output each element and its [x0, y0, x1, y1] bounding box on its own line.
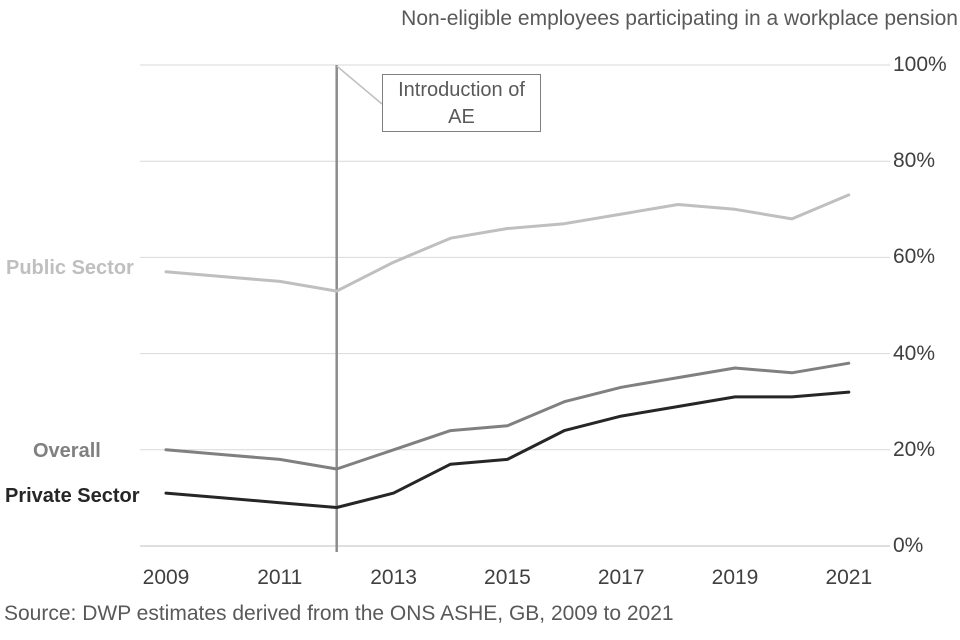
y-axis-tick-20: 20%: [893, 437, 936, 461]
gridlines: [140, 64, 890, 547]
x-axis-tick-2019: 2019: [711, 566, 759, 589]
x-axis-tick-2013: 2013: [370, 566, 417, 589]
y-axis-tick-0: 0%: [893, 534, 924, 557]
x-axis-tick-2021: 2021: [825, 566, 873, 589]
x-axis-tick-2017: 2017: [597, 566, 645, 589]
overall-line: [164, 361, 851, 471]
series-label-overall: Overall: [33, 440, 101, 462]
y-axis-tick-100: 100%: [893, 53, 947, 76]
annotation-text-line1: Introduction of: [398, 79, 525, 101]
annotation-leader-line: [336, 65, 383, 105]
y-axis-tick-80: 80%: [893, 149, 936, 173]
y-axis-tick-40: 40%: [893, 341, 936, 365]
annotation-text-line2: AE: [448, 106, 475, 128]
chart-title: Non-eligible employees participating in …: [401, 7, 958, 30]
annotation-box-introduction-of-ae: Introduction of AE: [382, 74, 541, 132]
x-axis-tick-2011: 2011: [257, 566, 303, 589]
series-label-public-sector: Public Sector: [6, 257, 134, 279]
x-axis-tick-2009: 2009: [142, 566, 190, 589]
source-note: Source: DWP estimates derived from the O…: [4, 602, 674, 625]
x-axis-tick-2015: 2015: [484, 566, 531, 589]
series-label-private-sector: Private Sector: [5, 485, 140, 507]
private-sector-line: [164, 390, 851, 509]
public-sector-line: [164, 193, 851, 293]
y-axis-tick-60: 60%: [893, 245, 936, 269]
